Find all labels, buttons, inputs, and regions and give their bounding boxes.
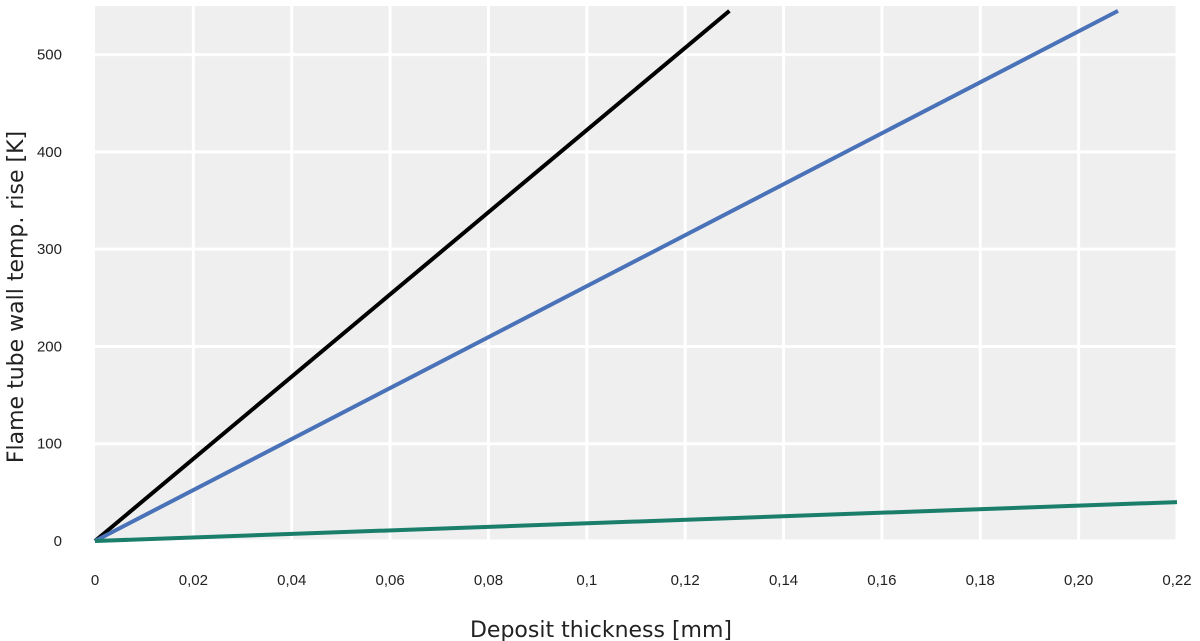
series-line-2 bbox=[94, 9, 1119, 543]
x-axis-ticks: 0 0,02 0,04 0,06 0,08 0,1 0,12 0,14 0,16 0,18 0,20… bbox=[91, 572, 1192, 589]
plot-area bbox=[95, 6, 1177, 541]
y-tick-label-3: 300 bbox=[37, 241, 62, 258]
x-tick-label-3: 0,06 bbox=[375, 572, 404, 589]
y-tick-label-0: 0 bbox=[54, 533, 62, 550]
series-line-1 bbox=[93, 9, 731, 543]
x-tick-label-5: 0,1 bbox=[576, 572, 597, 589]
x-tick-label-6: 0,12 bbox=[671, 572, 700, 589]
x-tick-label-8: 0,16 bbox=[867, 572, 896, 589]
y-tick-label-2: 200 bbox=[37, 338, 62, 355]
x-tick-label-4: 0,08 bbox=[474, 572, 503, 589]
y-tick-label-4: 400 bbox=[37, 144, 62, 161]
x-tick-label-2: 0,04 bbox=[277, 572, 306, 589]
series-line-3 bbox=[94, 500, 1178, 543]
x-tick-label-11: 0,22 bbox=[1162, 572, 1191, 589]
grid-lines bbox=[95, 6, 1179, 543]
y-tick-label-1: 100 bbox=[37, 436, 62, 453]
x-tick-label-0: 0 bbox=[91, 572, 99, 589]
x-tick-label-7: 0,14 bbox=[769, 572, 798, 589]
x-tick-label-1: 0,02 bbox=[179, 572, 208, 589]
series-lines bbox=[93, 9, 1178, 543]
y-axis-title: Flame tube wall temp. rise [K] bbox=[4, 131, 29, 463]
y-tick-label-5: 500 bbox=[37, 47, 62, 64]
y-axis-ticks: 0 100 200 300 400 500 bbox=[37, 47, 62, 550]
x-tick-label-10: 0,20 bbox=[1064, 572, 1093, 589]
x-axis-title: Deposit thickness [mm] bbox=[470, 618, 732, 641]
x-tick-label-9: 0,18 bbox=[966, 572, 995, 589]
